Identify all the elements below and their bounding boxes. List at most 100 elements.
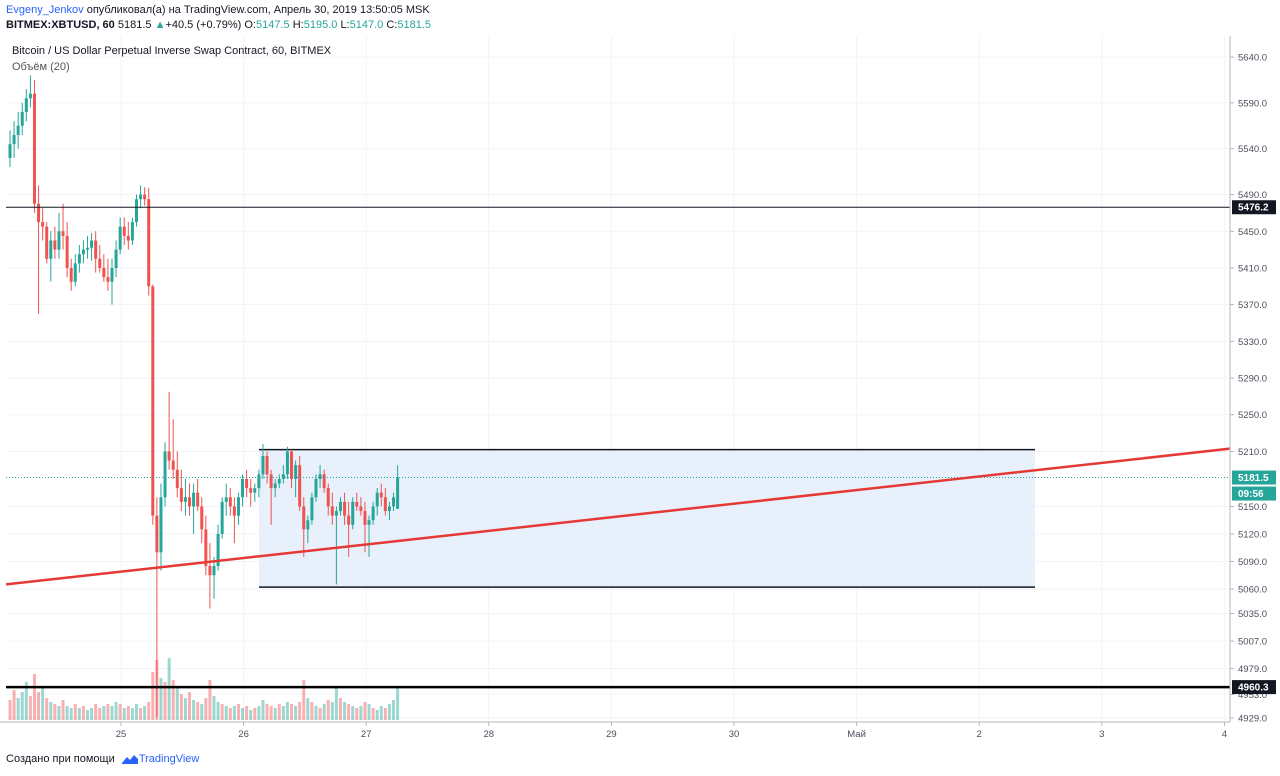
candle-body <box>343 501 347 516</box>
volume-bar <box>57 706 61 720</box>
candle-body <box>351 501 355 525</box>
candle <box>53 226 57 259</box>
candle-body <box>232 506 236 516</box>
volume-bar <box>387 704 391 720</box>
volume-bar <box>45 698 49 720</box>
volume-bar <box>41 688 45 720</box>
candle <box>224 483 228 516</box>
candle <box>371 501 375 525</box>
candle-body <box>94 240 98 259</box>
candle-body <box>245 478 249 489</box>
candle <box>208 543 212 609</box>
candle <box>183 478 187 516</box>
candle-body <box>12 134 16 145</box>
volume-bar <box>188 692 192 720</box>
close-label: C: <box>386 19 398 31</box>
candle <box>310 492 314 525</box>
volume-bar <box>20 692 24 720</box>
time-tick-label: 28 <box>484 729 495 740</box>
volume-bar <box>32 674 36 720</box>
candle <box>81 240 85 264</box>
price-chart[interactable]: Bitcoin / US Dollar Perpetual Inverse Sw… <box>0 36 1280 748</box>
low-value: 5147.0 <box>349 19 384 31</box>
footer: Создано при помощи TradingView <box>6 753 199 765</box>
candle <box>20 102 24 135</box>
price-tags: 5476.2 5181.5 09:56 4960.3 <box>1232 200 1276 695</box>
candle-body <box>200 506 204 530</box>
level-low-label: 4960.3 <box>1238 683 1269 694</box>
price-tick-label: 5035.0 <box>1238 609 1267 620</box>
volume-bar <box>110 706 114 720</box>
high-label: H: <box>292 19 304 31</box>
candle-body <box>326 488 330 507</box>
volume-bar <box>200 704 204 720</box>
candle <box>306 515 310 544</box>
candle <box>281 465 285 484</box>
candle <box>367 515 371 557</box>
candle-body <box>253 488 257 493</box>
candle-body <box>37 203 41 223</box>
candle <box>65 222 69 278</box>
candle <box>155 497 159 718</box>
candle-body <box>204 529 208 567</box>
chart-header: Evgeny_Jenkov опубликовал(а) на TradingV… <box>0 0 1280 38</box>
candle-body <box>310 497 314 521</box>
volume-bar <box>77 708 81 720</box>
footer-brand-link[interactable]: TradingView <box>138 753 200 765</box>
candle-body <box>396 477 400 509</box>
volume-bar <box>269 706 273 720</box>
candle-body <box>102 267 106 278</box>
range-rectangle[interactable] <box>259 449 1035 588</box>
candle <box>175 451 179 498</box>
time-tick-label: 29 <box>606 729 617 740</box>
volume-bar <box>118 704 122 720</box>
candle <box>338 497 342 516</box>
price-tick-label: 5410.0 <box>1238 263 1267 274</box>
volume-bar <box>330 702 334 720</box>
volume-bar <box>241 708 245 720</box>
time-tick-label: 2 <box>977 729 982 740</box>
candle-body <box>122 226 126 236</box>
volume-bar <box>216 702 220 720</box>
candle-body <box>188 497 192 507</box>
candle <box>334 506 338 585</box>
candle <box>147 188 151 296</box>
candle-body <box>139 194 143 200</box>
price-axis[interactable]: 5640.0 5590.0 5540.0 5490.0 5450.0 5410.0 5370… <box>1229 36 1280 725</box>
price-tick-label: 5150.0 <box>1238 502 1267 513</box>
time-axis[interactable]: 25 26 27 28 29 30 Май 2 3 4 <box>0 721 1280 746</box>
candle-body <box>134 199 138 223</box>
candle-body <box>367 520 371 525</box>
candle-body <box>269 474 273 489</box>
candle-body <box>20 112 24 126</box>
candle-body <box>285 451 289 475</box>
volume-bar <box>322 704 326 720</box>
time-tick-label: 30 <box>729 729 740 740</box>
candle <box>245 469 249 498</box>
candle-body <box>347 515 351 525</box>
trendline[interactable] <box>5 447 1231 586</box>
candle <box>41 208 45 241</box>
candle-body <box>61 231 65 236</box>
candle-body <box>261 456 265 475</box>
symbol-line: BITMEX:XBTUSD, 60 5181.5 ▲+40.5 (+0.79%)… <box>6 19 431 31</box>
price-tick-label: 5007.0 <box>1238 637 1267 648</box>
candle <box>102 254 106 282</box>
candle-body <box>53 240 57 250</box>
candle <box>49 231 53 282</box>
author-link[interactable]: Evgeny_Jenkov <box>6 4 84 16</box>
level-high-label: 5476.2 <box>1238 203 1269 214</box>
candle <box>143 187 147 206</box>
candle-body <box>334 511 338 516</box>
volume-bar <box>261 700 265 720</box>
candle-body <box>355 501 359 507</box>
candle-body <box>98 258 102 268</box>
volume-bar <box>16 698 20 720</box>
candle-body <box>330 506 334 516</box>
chart-grid <box>6 36 1230 720</box>
price-tick-label: 5370.0 <box>1238 300 1267 311</box>
volume-bar <box>167 658 171 720</box>
candle-body <box>379 492 383 498</box>
time-tick-label: 27 <box>361 729 372 740</box>
volume-bar <box>53 704 57 720</box>
